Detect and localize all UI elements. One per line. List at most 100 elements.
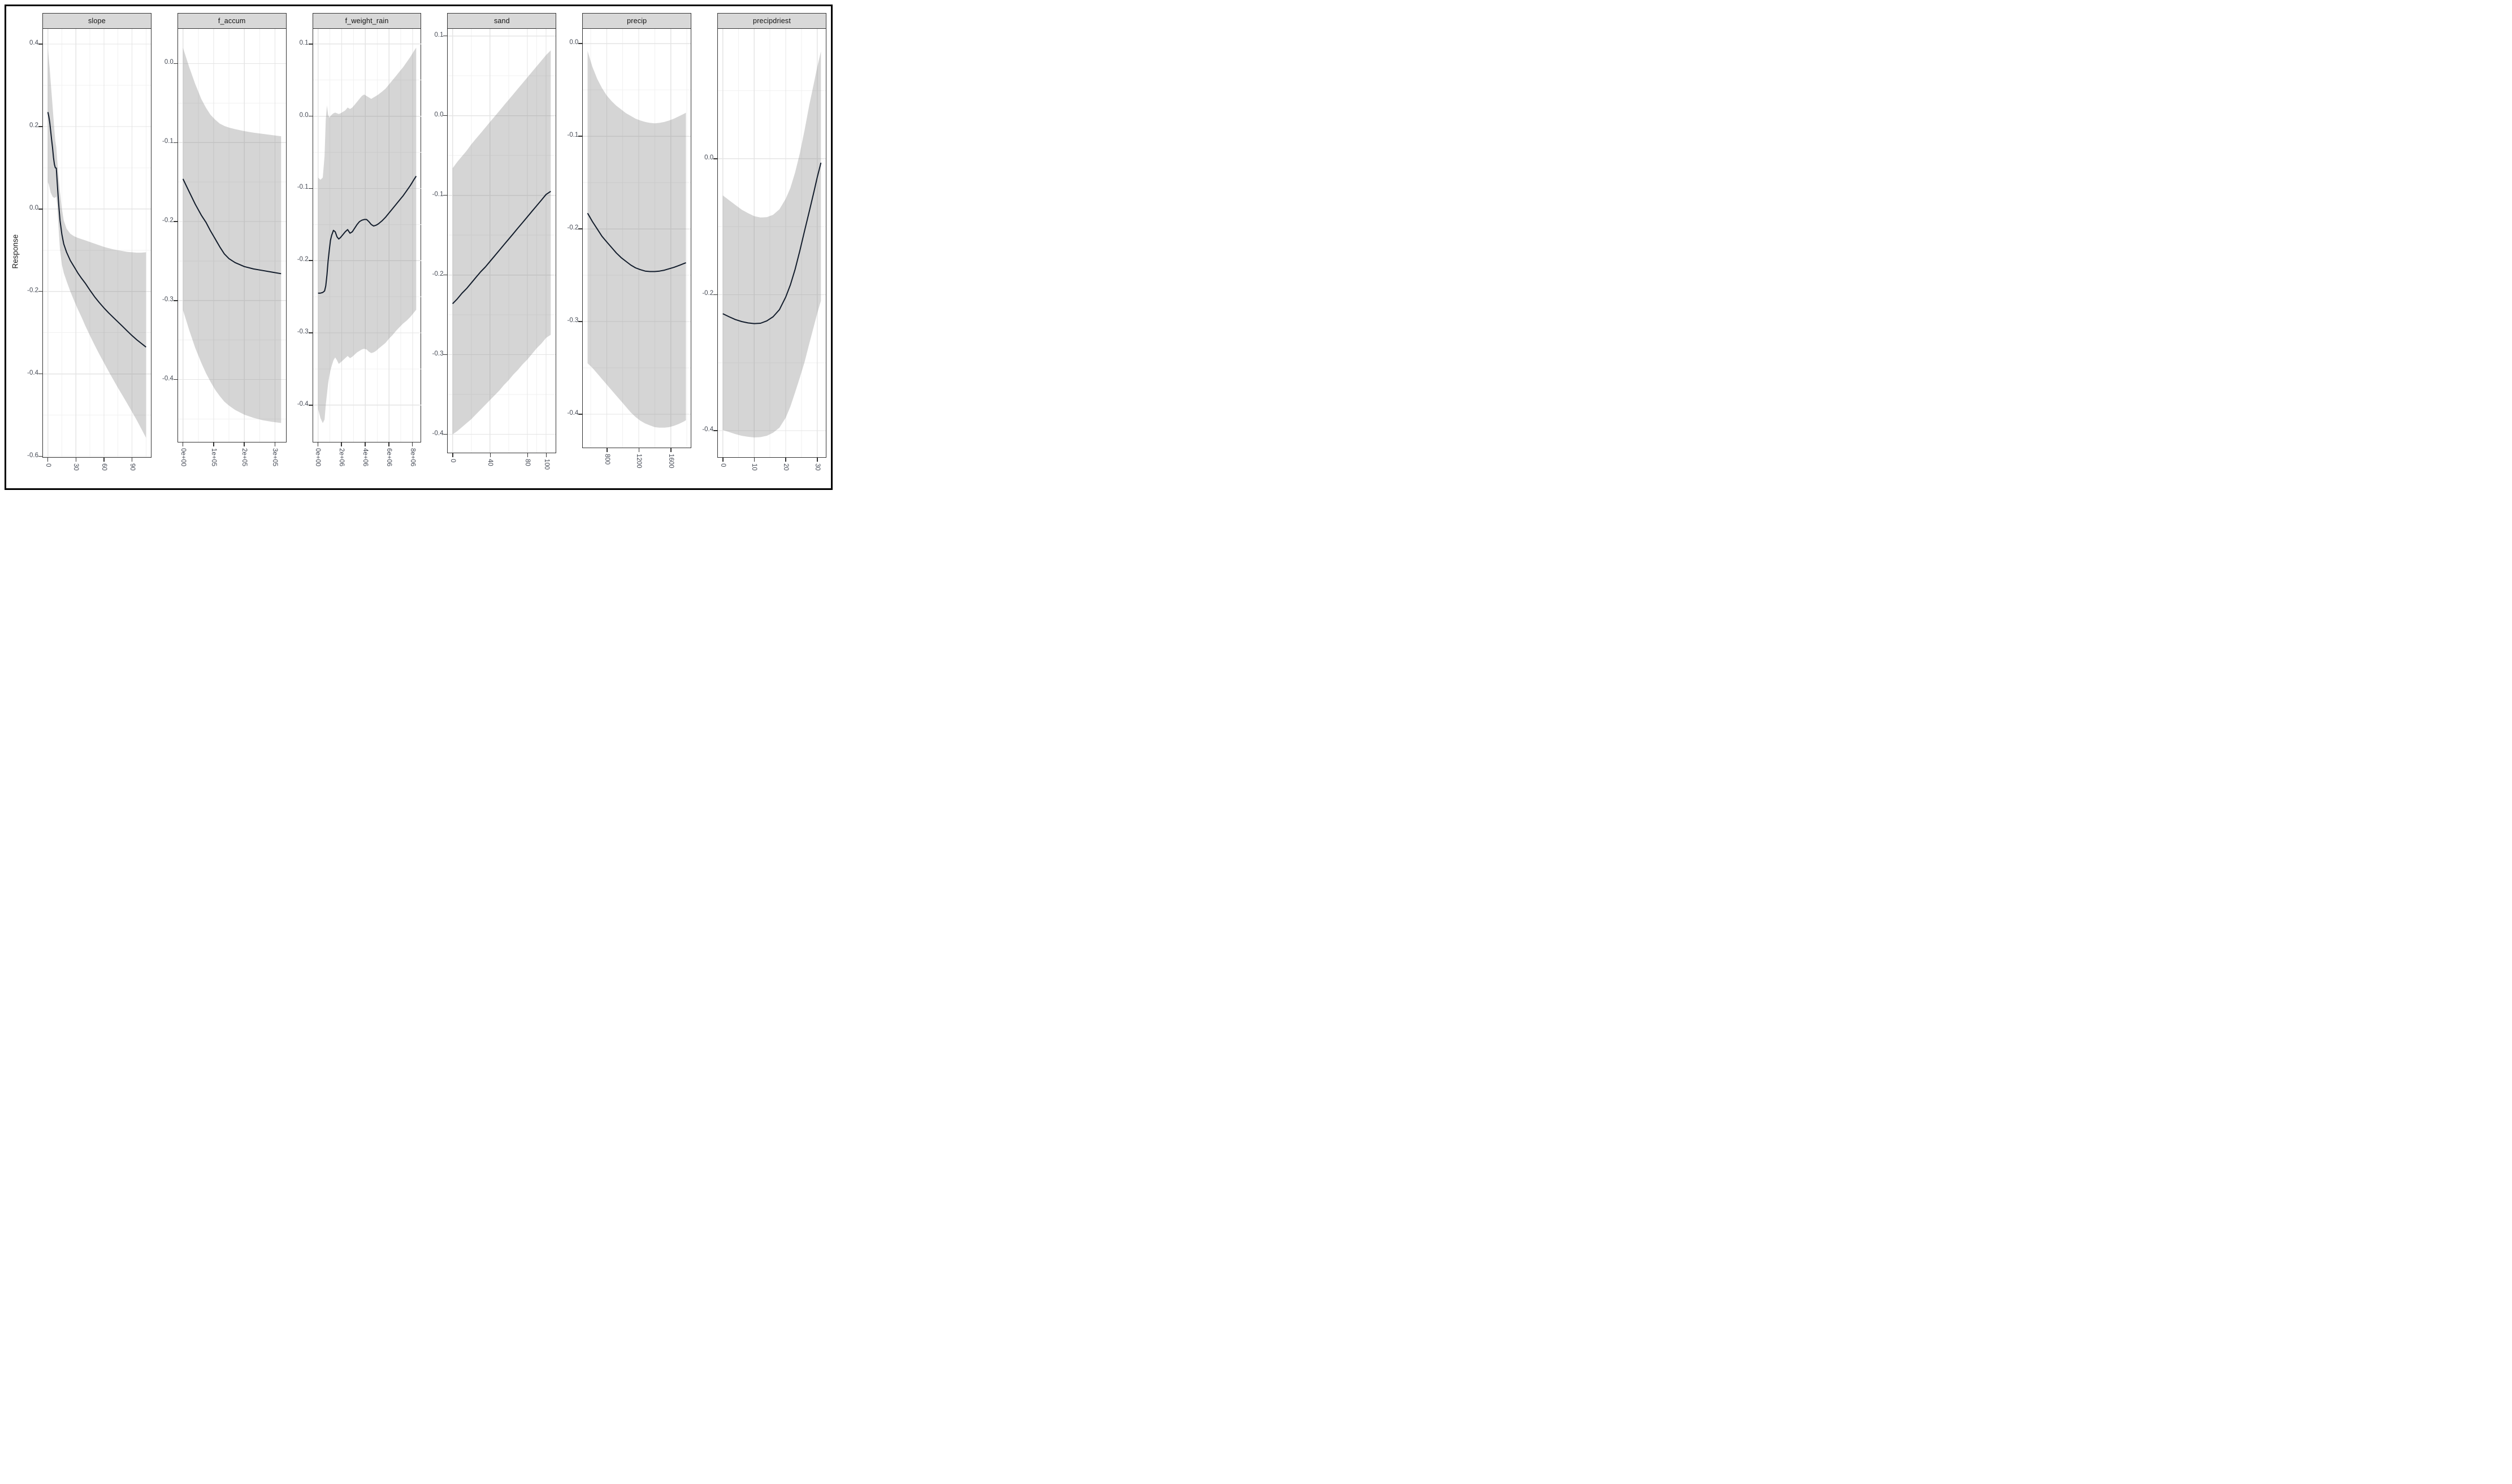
y-tick-label: -0.2: [432, 270, 444, 277]
y-tick-label: -0.1: [432, 190, 444, 198]
y-tick-mark: [173, 379, 177, 380]
plot-canvas: [43, 29, 151, 457]
plot-area: 0.1 0.0 -0.1 -0.2 -0.3 -0.4 0e+00 2e+06 4e+06 6e+…: [297, 28, 422, 466]
plot-area: 0.0 -0.1 -0.2 -0.3 -0.4 0e+00 1e+05 2e+05 3e+05: [162, 28, 287, 466]
fit-line: [452, 190, 552, 305]
facet-strip-label: f_accum: [218, 17, 246, 25]
fit-line: [318, 176, 417, 294]
x-tick-mark: [47, 458, 49, 462]
facet-panel-sand: sand 0.1 0.0 -0.1 -0.2 -0.3 -0.4 0 40 80 100: [429, 13, 557, 487]
facet-strip-label: precipdriest: [753, 17, 791, 25]
y-tick-label: -0.3: [567, 317, 579, 324]
y-tick-label: -0.2: [162, 217, 174, 224]
facet-panel-precip: precip 0.0 -0.1 -0.2 -0.3 -0.4 800 1200 1600: [564, 13, 692, 487]
x-tick-mark: [274, 442, 276, 446]
y-tick-mark: [713, 294, 718, 296]
x-tick-mark: [527, 453, 529, 457]
y-tick-mark: [443, 354, 448, 355]
y-tick-mark: [578, 321, 583, 322]
y-tick-label: 0.0: [299, 111, 309, 119]
confidence-ribbon: [453, 50, 551, 435]
y-tick-label: -0.1: [297, 184, 309, 191]
y-tick-label: -0.1: [162, 138, 174, 145]
plot-canvas: [313, 29, 421, 442]
y-tick-label: -0.4: [432, 429, 444, 437]
y-tick-label: -0.4: [702, 426, 714, 433]
plot-canvas: [718, 29, 826, 457]
confidence-ribbon: [587, 51, 686, 428]
plot-canvas: [177, 29, 286, 442]
y-tick-label: 0.2: [29, 122, 38, 129]
x-tick-mark: [412, 442, 413, 446]
y-tick-label: 0.0: [569, 39, 579, 46]
fit-line: [587, 212, 687, 272]
y-tick-mark: [443, 194, 448, 196]
y-tick-label: -0.3: [297, 328, 309, 336]
y-tick-label: 0.0: [434, 111, 444, 118]
confidence-ribbon: [722, 51, 821, 438]
y-tick-mark: [38, 209, 42, 210]
facet-panel-precipdriest: precipdriest 0.0 -0.2 -0.4 0 10 20 30: [699, 13, 826, 487]
x-tick-mark: [75, 458, 77, 462]
x-tick-mark: [365, 442, 366, 446]
y-tick-label: -0.4: [162, 375, 174, 382]
y-tick-label: -0.4: [27, 369, 38, 376]
x-tick-mark: [722, 458, 724, 462]
plot-area: 0.0 -0.2 -0.4 0 10 20 30: [702, 28, 826, 471]
fit-line: [722, 162, 822, 324]
facet-figure: Response slope 0.4 0.2 0.0 -0.2 -0.4 -0.6 0 30 6…: [5, 5, 833, 490]
x-tick-mark: [341, 442, 342, 446]
confidence-ribbon: [47, 48, 146, 438]
facet-panel-f_accum: f_accum 0.0 -0.1 -0.2 -0.3 -0.4 0e+00 1e+05 2e+…: [159, 13, 287, 487]
y-tick-mark: [38, 44, 42, 45]
x-tick-mark: [131, 458, 133, 462]
y-axis-title: Response: [11, 234, 20, 268]
y-tick-label: 0.0: [704, 154, 714, 161]
y-tick-label: -0.4: [567, 409, 579, 416]
y-tick-label: -0.1: [567, 132, 579, 139]
y-tick-mark: [173, 63, 177, 64]
y-tick-mark: [173, 300, 177, 301]
x-tick-mark: [545, 453, 547, 457]
x-tick-mark: [103, 458, 105, 462]
x-tick-mark: [213, 442, 214, 446]
y-tick-mark: [308, 332, 313, 333]
y-tick-mark: [38, 455, 42, 457]
y-tick-mark: [713, 430, 718, 431]
x-tick-mark: [785, 458, 786, 462]
facet-strip: precip: [582, 13, 692, 29]
y-tick-label: 0.1: [299, 39, 309, 46]
x-tick-mark: [317, 442, 319, 446]
plot-area: 0.4 0.2 0.0 -0.2 -0.4 -0.6 0 30 60 90: [27, 28, 151, 471]
x-tick-mark: [452, 453, 453, 457]
y-tick-mark: [578, 136, 583, 137]
facet-strip-label: precip: [627, 17, 647, 25]
y-tick-mark: [443, 35, 448, 37]
fit-line: [47, 112, 146, 348]
y-tick-mark: [38, 290, 42, 292]
y-tick-label: -0.2: [27, 287, 38, 294]
y-tick-label: 0.4: [29, 39, 38, 46]
facet-strip: sand: [447, 13, 557, 29]
plot-area: 0.0 -0.1 -0.2 -0.3 -0.4 800 1200 1600: [567, 28, 692, 468]
x-tick-mark: [490, 453, 491, 457]
plot-canvas: [448, 29, 556, 453]
confidence-ribbon: [183, 47, 281, 423]
y-tick-mark: [38, 126, 42, 127]
x-tick-mark: [817, 458, 818, 462]
y-tick-mark: [443, 115, 448, 116]
y-tick-mark: [308, 405, 313, 406]
facet-panel-f_weight_rain: f_weight_rain 0.1 0.0 -0.1 -0.2 -0.3 -0.4 0e+0…: [294, 13, 422, 487]
x-tick-mark: [670, 448, 672, 452]
fit-line: [182, 179, 281, 275]
y-tick-label: -0.2: [567, 224, 579, 232]
confidence-ribbon: [318, 47, 416, 423]
y-tick-label: 0.0: [29, 204, 38, 211]
y-tick-mark: [173, 142, 177, 144]
y-tick-mark: [713, 158, 718, 159]
y-tick-mark: [578, 414, 583, 415]
facet-strip: f_weight_rain: [312, 13, 422, 29]
y-tick-label: -0.2: [297, 256, 309, 263]
x-tick-mark: [638, 448, 640, 452]
x-tick-mark: [182, 442, 184, 446]
